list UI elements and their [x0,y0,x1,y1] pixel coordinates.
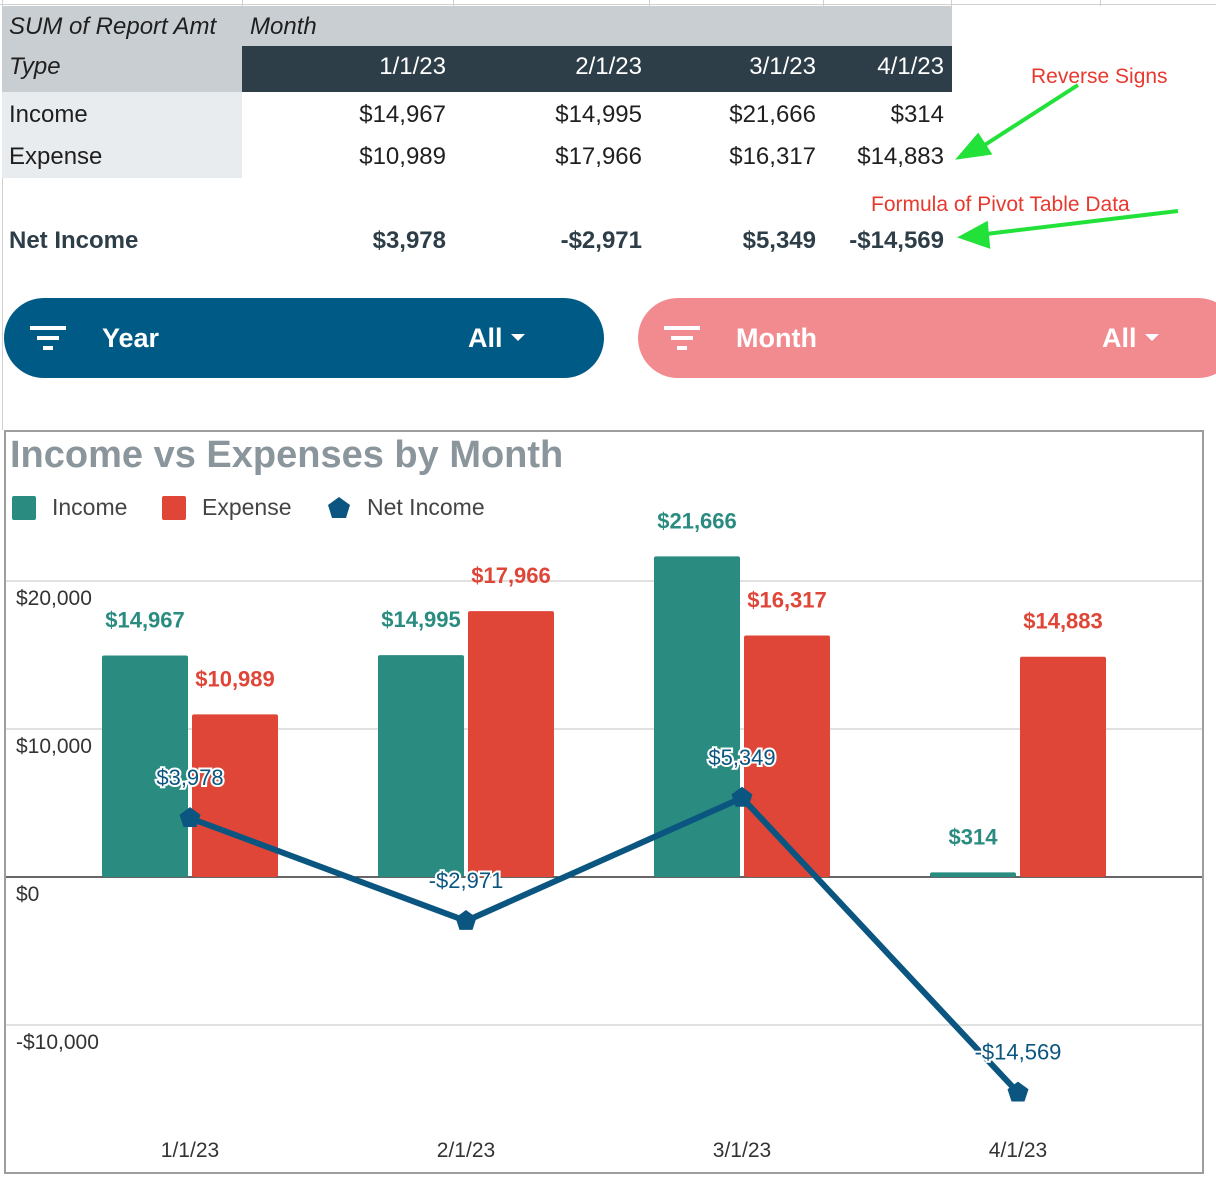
bar-expense [192,714,278,877]
sheet-gridline [242,0,243,6]
chart-title: Income vs Expenses by Month [10,434,564,476]
bar-income [654,556,740,877]
column-header-date[interactable]: 3/1/23 [749,53,816,80]
arrow-head [955,132,993,160]
arrow-head [957,220,991,249]
pivot-column-header-row [242,46,952,92]
legend-label: Income [52,494,128,520]
sheet-gridline [453,0,454,6]
annotation-arrows [955,83,1179,249]
x-tick-label: 4/1/23 [989,1139,1047,1162]
table-cell[interactable]: -$14,569 [849,227,944,254]
net-income-label: $5,349 [708,745,775,770]
net-income-point [731,786,753,807]
net-income-point [1007,1081,1029,1102]
arrow-line [978,83,1080,150]
net-income-point [455,910,477,930]
table-cell[interactable]: $5,349 [742,227,816,254]
y-tick-label: $20,000 [16,587,92,610]
column-header-date[interactable]: 1/1/23 [379,53,446,80]
table-cell[interactable]: $17,966 [555,143,642,170]
table-cell[interactable]: $14,967 [359,101,446,128]
table-cell[interactable]: $14,995 [555,101,642,128]
filter-label: Year [102,323,160,353]
row-label-income[interactable]: Income [9,101,88,128]
bar-label-income: $21,666 [657,508,737,533]
row-label-net-income[interactable]: Net Income [9,227,139,254]
bar-label-income: $314 [949,824,999,849]
bar-label-income: $14,967 [105,607,185,632]
legend-swatch [162,496,186,520]
pivot-row-field-header [2,46,242,92]
table-cell[interactable]: $10,989 [359,143,446,170]
pivot-value-label[interactable]: SUM of Report Amt [9,13,217,40]
chevron-down-icon[interactable] [511,334,525,341]
legend-label: Net Income [367,494,485,520]
net-income-point [179,807,201,827]
bar-expense [468,611,554,877]
sheet-gridline [823,0,824,6]
table-cell[interactable]: $16,317 [729,143,816,170]
bar-income [102,655,188,877]
legend-item-net-income[interactable]: Net Income [327,492,507,522]
bar-label-expense: $14,883 [1023,609,1103,634]
filter-value: All [468,323,503,353]
table-cell[interactable]: $14,883 [857,143,944,170]
row-label-expense[interactable]: Expense [9,143,103,170]
bar-label-expense: $16,317 [747,588,827,613]
legend-label: Expense [202,494,292,520]
pentagon-marker-icon [328,497,350,518]
table-cell[interactable]: $314 [890,101,944,128]
x-tick-label: 1/1/23 [161,1139,219,1162]
month-filter-chip[interactable]: Month All [638,298,1216,378]
bar-income [930,872,1016,877]
bar-income [378,655,464,877]
bar-label-expense: $10,989 [195,666,275,691]
bar-label-expense: $17,966 [471,563,551,588]
year-filter-chip[interactable]: Year All [4,298,604,378]
sheet-gridline [2,0,3,430]
sheet-gridline [0,4,1216,5]
legend-item-income[interactable]: Income [12,492,152,522]
annotation-formula-note: Formula of Pivot Table Data [871,193,1130,216]
column-header-date[interactable]: 4/1/23 [877,53,944,80]
sheet-gridline [1100,0,1101,6]
bar-expense [744,635,830,877]
pivot-row-labels [2,92,242,178]
table-cell[interactable]: $21,666 [729,101,816,128]
pivot-column-field[interactable]: Month [250,13,317,40]
sheet-gridline [649,0,650,6]
filter-icon [30,326,66,350]
filter-value: All [1102,323,1137,353]
table-cell[interactable]: $3,978 [372,227,446,254]
legend-swatch [12,496,36,520]
x-tick-label: 2/1/23 [437,1139,495,1162]
y-tick-label: $10,000 [16,735,92,758]
legend-item-expense[interactable]: Expense [162,492,312,522]
sheet-gridline [951,0,952,6]
series-line-net-income [188,794,1021,1095]
x-tick-label: 3/1/23 [713,1139,771,1162]
filter-label: Month [736,323,817,353]
net-income-label: -$2,971 [429,868,504,893]
chevron-down-icon[interactable] [1145,334,1159,341]
annotation-reverse-signs: Reverse Signs [1031,65,1168,88]
pivot-row-field[interactable]: Type [9,53,61,80]
net-income-label: $3,978 [156,765,223,790]
y-tick-label: -$10,000 [16,1031,99,1054]
filter-icon [664,326,700,350]
arrow-line [985,209,1179,236]
bar-label-income: $14,995 [381,607,461,632]
column-header-date[interactable]: 2/1/23 [575,53,642,80]
table-cell[interactable]: -$2,971 [560,227,642,254]
net-income-label: -$14,569 [975,1040,1062,1065]
y-tick-label: $0 [16,883,39,906]
pivot-header-row [2,6,952,46]
bar-expense [1020,656,1106,877]
